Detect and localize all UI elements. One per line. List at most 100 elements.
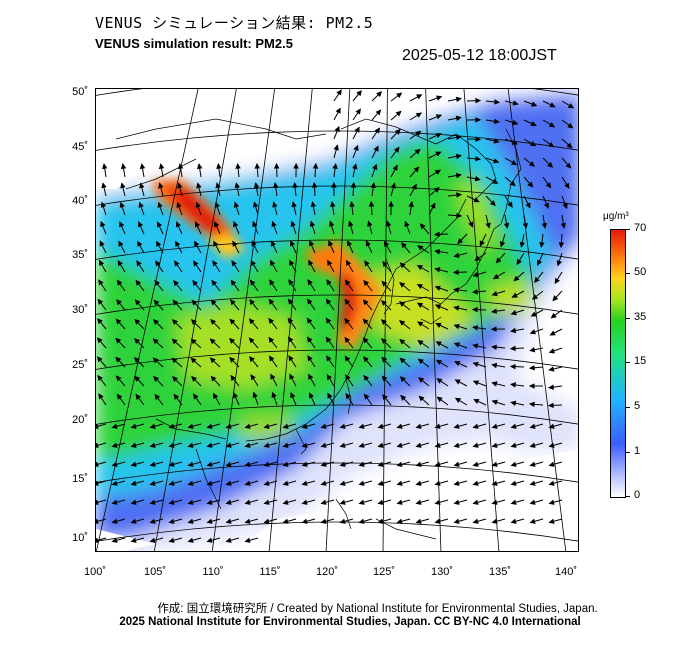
wind-arrow-head xyxy=(252,391,258,398)
wind-arrow-head xyxy=(368,200,375,207)
wind-arrow-head xyxy=(527,181,534,188)
wind-arrow-head xyxy=(414,148,421,155)
wind-arrow-head xyxy=(175,240,181,248)
wind-arrow-head xyxy=(455,172,462,179)
wind-arrow-head xyxy=(472,461,479,467)
lon-label-115: 115˚ xyxy=(259,566,281,578)
wind-arrow-head xyxy=(137,240,143,247)
wind-arrow-head xyxy=(530,311,537,317)
wind-arrow-head xyxy=(212,392,219,400)
wind-arrow-head xyxy=(435,322,442,328)
wind-arrow-head xyxy=(390,182,396,189)
wind-arrow-head xyxy=(153,375,160,382)
wind-arrow-head xyxy=(474,176,481,182)
wind-arrow-head xyxy=(301,442,308,448)
wind-arrow-head xyxy=(404,220,410,228)
wind-arrow-head xyxy=(254,162,261,169)
wind-arrow-head xyxy=(349,200,355,207)
wind-arrow-head xyxy=(435,359,443,366)
wind-arrow-head xyxy=(566,142,573,149)
wind-arrow-head xyxy=(556,260,563,267)
wind-arrow-head xyxy=(325,298,332,305)
wind-arrow-head xyxy=(510,518,517,524)
colorbar-tick xyxy=(625,362,630,363)
wind-arrow-head xyxy=(187,442,194,448)
wind-arrow-shaft xyxy=(96,499,107,504)
wind-arrow-head xyxy=(230,374,236,382)
wind-arrow-head xyxy=(111,423,118,429)
wind-arrow-head xyxy=(96,423,99,429)
wind-arrow-head xyxy=(530,101,538,107)
parallel-line xyxy=(96,521,578,542)
wind-arrow-head xyxy=(206,480,213,486)
wind-arrow-head xyxy=(376,91,383,98)
wind-arrow-head xyxy=(377,423,384,429)
wind-arrow-head xyxy=(419,223,426,230)
wind-arrow-head xyxy=(491,518,498,524)
wind-arrow-head xyxy=(511,292,518,298)
wind-arrow-head xyxy=(543,202,549,209)
wind-arrow-head xyxy=(120,182,126,189)
wind-arrow-head xyxy=(171,375,178,383)
wind-arrow-head xyxy=(225,518,232,524)
meridian-line xyxy=(425,89,442,551)
wind-arrow-head xyxy=(399,357,406,364)
wind-arrow-head xyxy=(417,339,424,346)
wind-arrow-head xyxy=(290,391,296,399)
wind-arrow-head xyxy=(434,248,441,255)
wind-arrow-head xyxy=(510,480,517,486)
wind-arrow-head xyxy=(434,423,441,429)
wind-arrow-head xyxy=(134,318,141,325)
wind-arrow-head xyxy=(168,537,175,543)
wind-arrow-head xyxy=(206,537,213,543)
wind-arrow-head xyxy=(510,309,517,316)
wind-arrow-head xyxy=(115,318,122,325)
wind-arrow-head xyxy=(187,423,194,429)
wind-arrow-head xyxy=(320,461,327,467)
wind-arrow-head xyxy=(206,499,213,505)
wind-arrow-head xyxy=(548,423,555,429)
wind-arrow-head xyxy=(272,181,279,188)
wind-arrow-head xyxy=(157,201,163,208)
wind-arrow-head xyxy=(168,442,175,448)
wind-arrow-head xyxy=(415,480,422,486)
wind-arrow-head xyxy=(158,182,164,189)
wind-arrow-head xyxy=(399,281,406,288)
wind-arrow-head xyxy=(193,393,199,400)
wind-arrow-head xyxy=(335,107,341,114)
wind-arrow-head xyxy=(364,260,370,267)
wind-arrow-head xyxy=(453,342,461,348)
wind-arrow-head xyxy=(388,200,394,207)
wind-arrow-head xyxy=(434,461,441,467)
wind-arrow-head xyxy=(309,240,315,247)
wind-arrow-head xyxy=(306,298,313,305)
wind-arrow-head xyxy=(191,299,198,306)
graticule xyxy=(96,89,578,551)
wind-arrow-head xyxy=(249,356,255,363)
wind-arrow-head xyxy=(173,279,179,287)
wind-arrow-head xyxy=(415,518,422,524)
colorbar-label-5: 5 xyxy=(634,400,641,412)
wind-arrow-head xyxy=(416,283,424,290)
wind-arrow-head xyxy=(156,240,162,248)
wind-arrow-head xyxy=(116,299,122,306)
wind-arrow-head xyxy=(400,394,407,401)
wind-arrow-head xyxy=(434,518,441,524)
wind-arrow-head xyxy=(119,221,125,228)
wind-arrow-head xyxy=(293,162,299,169)
wind-arrow-head xyxy=(453,323,460,330)
credit-line-1: 作成: 国立環境研究所 / Created by National Instit… xyxy=(157,603,598,615)
wind-arrow-head xyxy=(216,162,222,169)
wind-arrow-head xyxy=(171,338,178,345)
wind-arrow-head xyxy=(209,338,216,345)
wind-arrow-head xyxy=(534,276,540,283)
wind-arrow-head xyxy=(531,294,539,300)
wind-arrow-head xyxy=(511,139,519,145)
credit-line-2: 2025 National Institute for Environmenta… xyxy=(119,616,581,628)
wind-arrow-head xyxy=(176,201,182,208)
wind-arrow-head xyxy=(195,201,201,208)
wind-arrow-head xyxy=(175,221,181,228)
wind-arrow-head xyxy=(130,461,137,467)
wind-arrow-head xyxy=(329,201,336,208)
wind-arrow-head xyxy=(336,89,342,96)
